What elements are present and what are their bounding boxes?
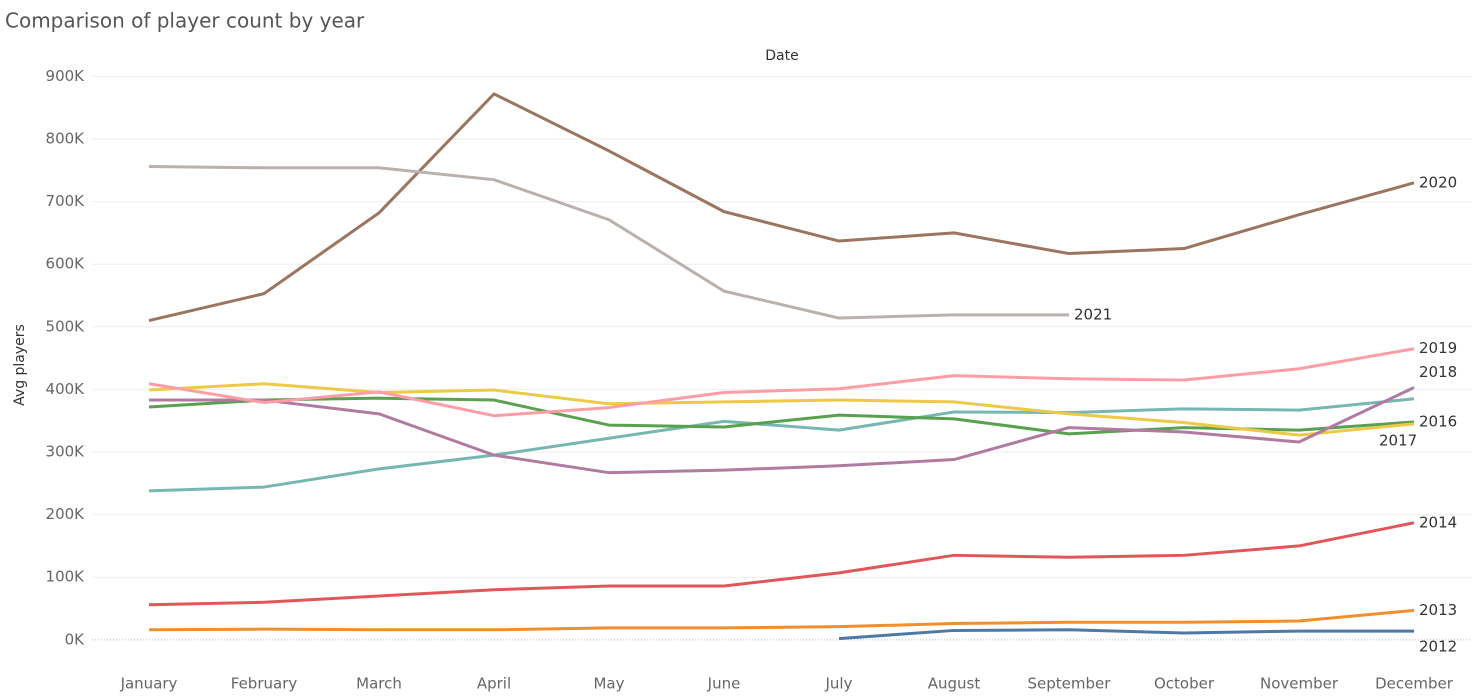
x-tick-label: September bbox=[1028, 675, 1112, 693]
y-tick-label: 700K bbox=[46, 192, 86, 210]
y-tick-label: 600K bbox=[46, 255, 86, 273]
y-tick-label: 0K bbox=[65, 630, 86, 648]
y-tick-label: 100K bbox=[46, 568, 86, 586]
line bbox=[148, 397, 1415, 493]
x-tick-label: August bbox=[928, 675, 981, 693]
chart-title: Comparison of player count by year bbox=[5, 9, 365, 33]
line bbox=[148, 608, 1415, 632]
x-tick-label: February bbox=[231, 675, 298, 693]
y-axis-title: Avg players bbox=[12, 324, 28, 406]
series-label: 2021 bbox=[1074, 305, 1112, 323]
series-label: 2020 bbox=[1419, 173, 1457, 191]
line bbox=[148, 92, 1415, 323]
series-label: 2016 bbox=[1419, 412, 1457, 430]
x-axis-title: Date bbox=[765, 48, 798, 64]
x-tick-label: October bbox=[1154, 675, 1215, 693]
series-label: 2012 bbox=[1419, 638, 1457, 656]
x-tick-label: November bbox=[1260, 675, 1339, 693]
line bbox=[148, 347, 1415, 418]
line bbox=[148, 396, 1415, 436]
y-tick-label: 400K bbox=[46, 380, 86, 398]
series-label: 2014 bbox=[1419, 513, 1457, 531]
line bbox=[149, 386, 1415, 475]
series-label: 2017 bbox=[1379, 431, 1417, 449]
series-label: 2013 bbox=[1419, 601, 1457, 619]
x-tick-label: April bbox=[477, 675, 511, 693]
x-tick-label: December bbox=[1375, 675, 1454, 693]
y-tick-label: 200K bbox=[46, 505, 86, 523]
y-tick-label: 900K bbox=[46, 67, 86, 85]
y-tick-label: 500K bbox=[46, 317, 86, 335]
y-tick-label: 300K bbox=[46, 443, 86, 461]
y-tick-label: 800K bbox=[46, 129, 86, 147]
series-label: 2018 bbox=[1419, 363, 1457, 381]
line bbox=[148, 521, 1415, 607]
series-label: 2019 bbox=[1419, 339, 1457, 357]
line bbox=[838, 628, 1414, 641]
x-tick-label: July bbox=[825, 675, 853, 693]
x-tick-label: June bbox=[707, 675, 741, 693]
line bbox=[148, 165, 1069, 320]
x-tick-label: May bbox=[593, 675, 624, 693]
line bbox=[148, 382, 1415, 437]
x-tick-label: January bbox=[120, 675, 178, 693]
x-tick-label: March bbox=[356, 675, 402, 693]
